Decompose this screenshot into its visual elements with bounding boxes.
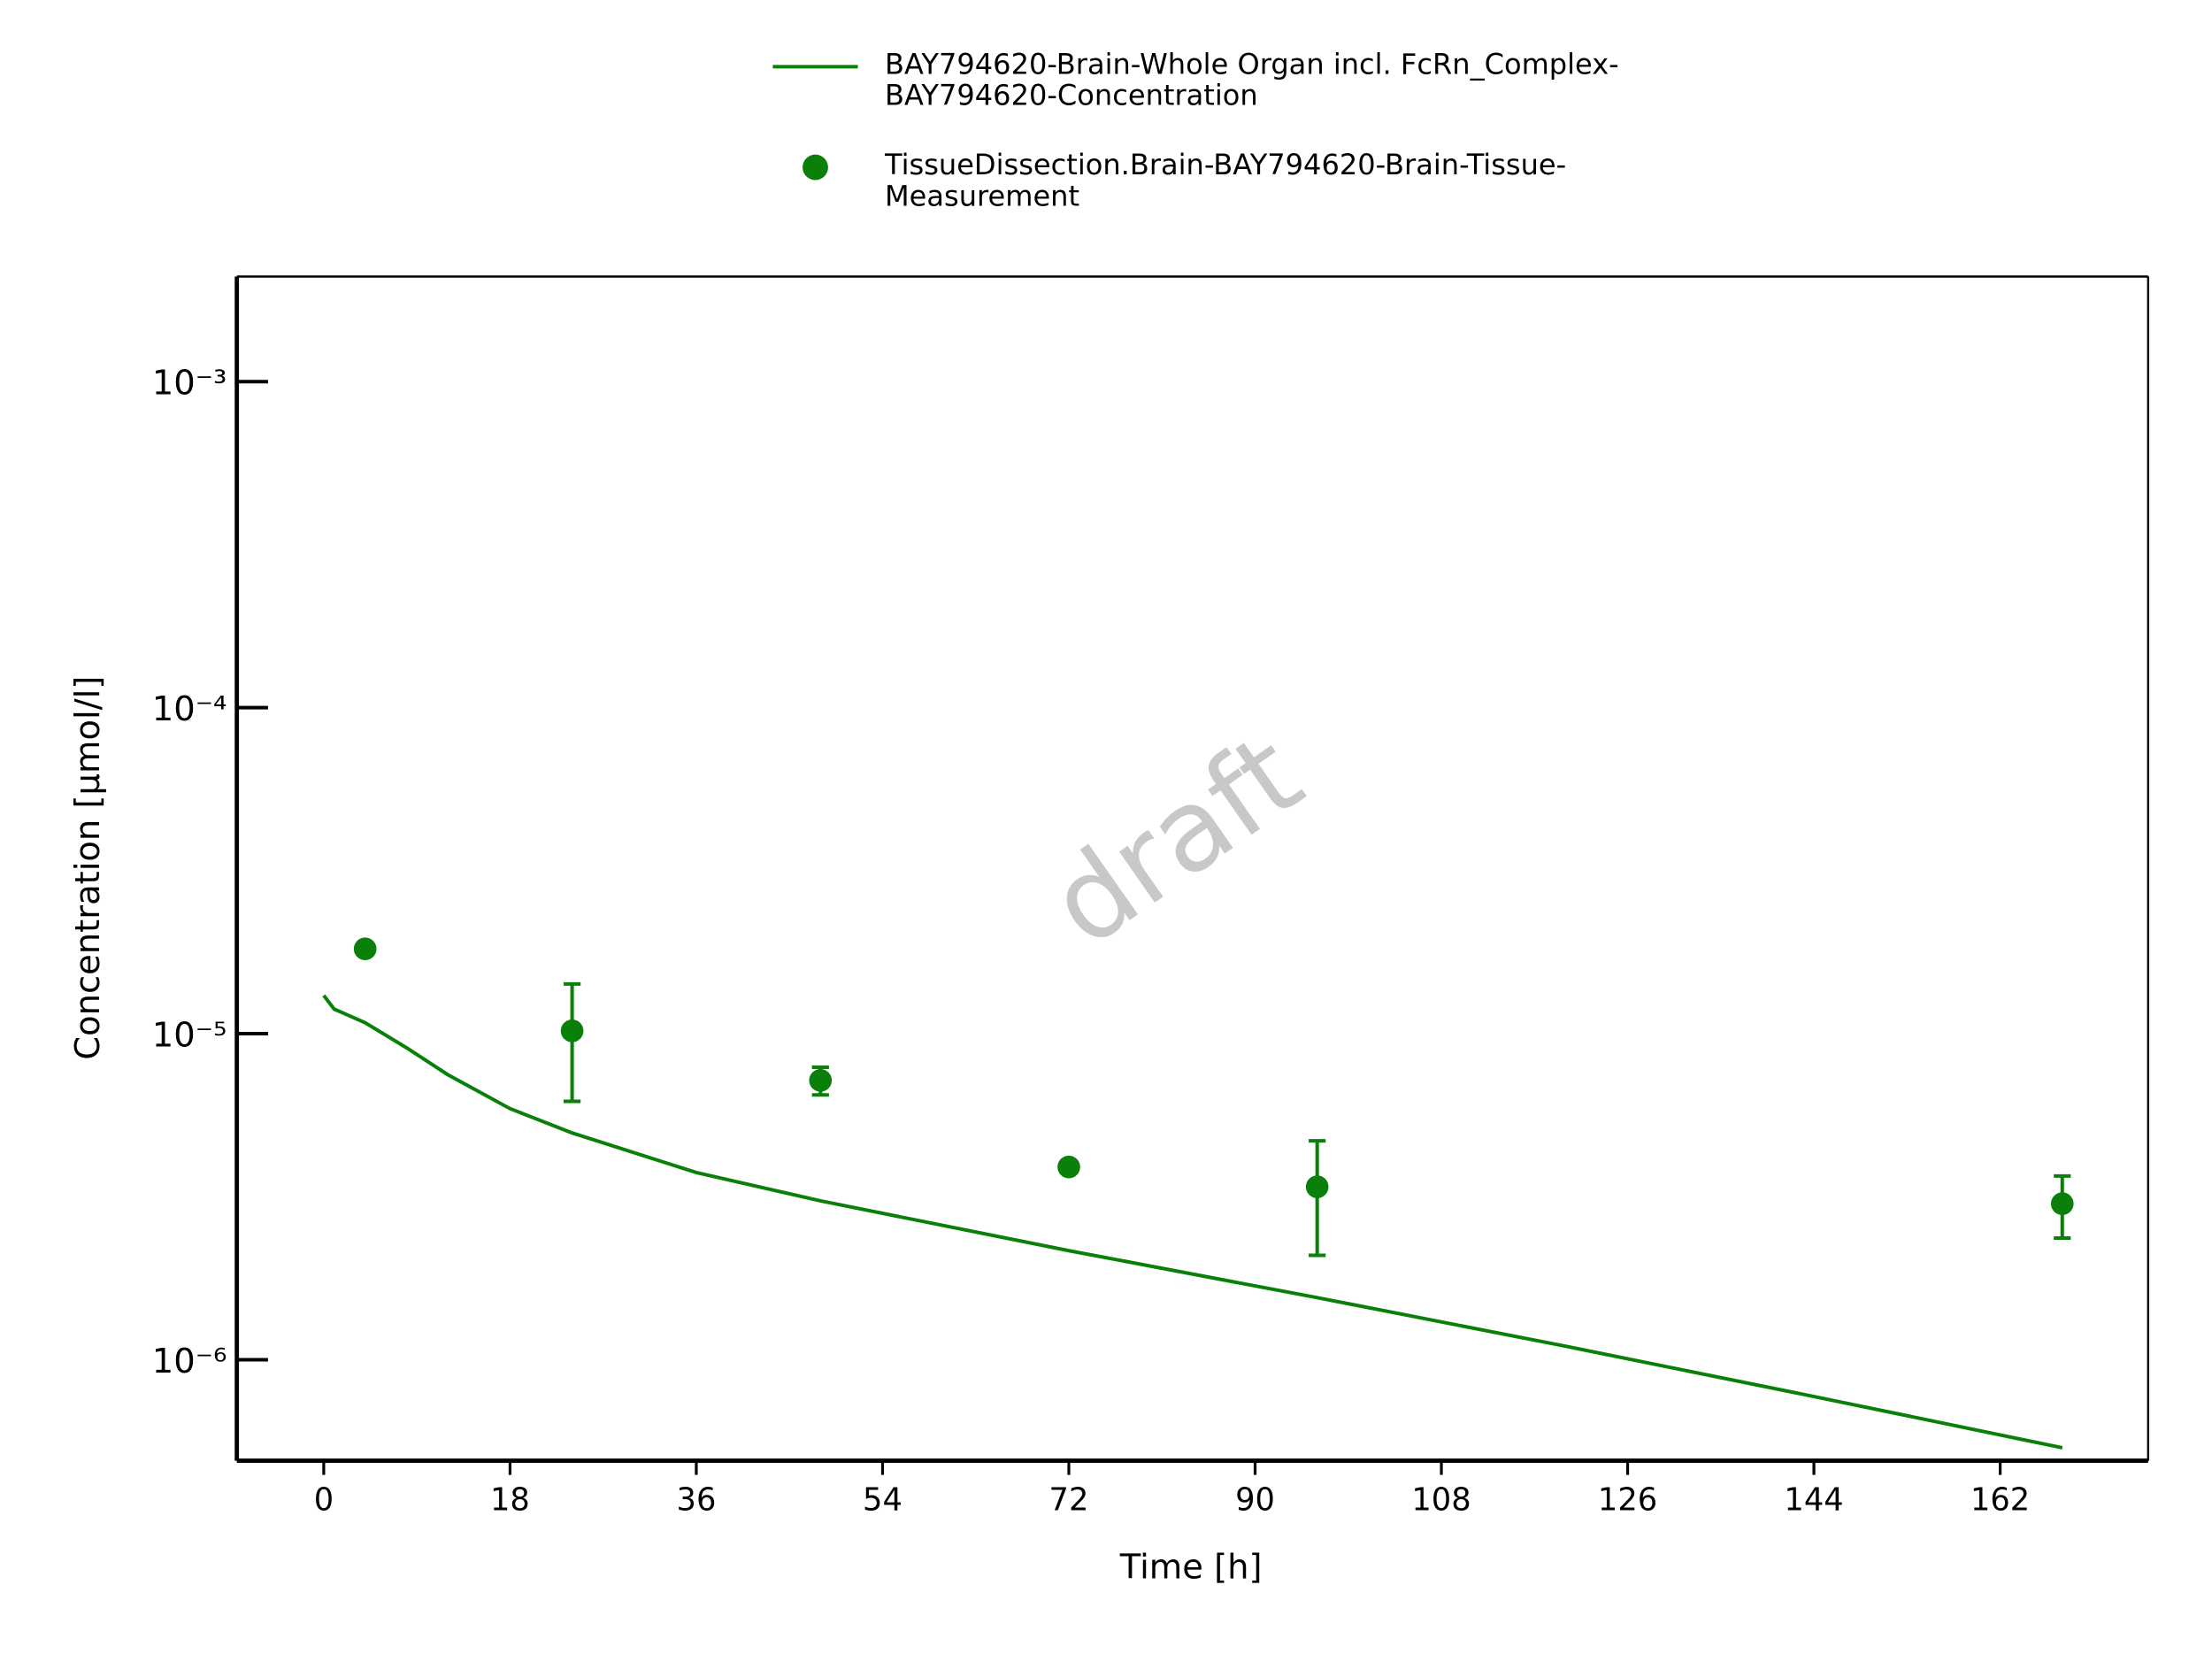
y-axis-label: Concentration [µmol/l]: [68, 676, 108, 1060]
x-tick-label: 144: [1784, 1482, 1843, 1519]
x-axis-label: Time [h]: [1119, 1548, 1263, 1588]
legend-entry: BAY794620-Brain-Whole Organ incl. FcRn_C…: [885, 48, 1619, 112]
data-point: [353, 937, 377, 961]
x-tick-label: 54: [863, 1482, 902, 1519]
data-point: [1057, 1155, 1080, 1179]
x-tick-label: 126: [1598, 1482, 1657, 1519]
x-tick-label: 36: [677, 1482, 717, 1519]
data-point: [809, 1068, 833, 1092]
y-tick-label: 10⁻⁶: [152, 1342, 227, 1381]
y-tick-label: 10⁻³: [152, 364, 227, 404]
data-point: [560, 1019, 584, 1042]
legend-swatch: [803, 154, 828, 181]
x-tick-label: 162: [1970, 1482, 2030, 1519]
y-tick-label: 10⁻⁴: [152, 689, 227, 729]
series-line: [322, 994, 2063, 1450]
x-tick-label: 108: [1411, 1482, 1471, 1519]
legend-label: BAY794620-Brain-Whole Organ incl. FcRn_C…: [885, 48, 1619, 112]
legend-label: TissueDissection.Brain-BAY794620-Brain-T…: [885, 149, 1567, 213]
x-tick-label: 90: [1235, 1482, 1275, 1519]
y-tick-label: 10⁻⁵: [152, 1015, 227, 1055]
legend-entry: TissueDissection.Brain-BAY794620-Brain-T…: [885, 149, 1567, 213]
x-tick-label: 18: [490, 1482, 530, 1519]
x-tick-label: 0: [314, 1482, 334, 1519]
data-point: [2050, 1192, 2074, 1215]
x-tick-label: 72: [1049, 1482, 1089, 1519]
data-point: [1305, 1175, 1329, 1198]
error-bar: [563, 981, 581, 1104]
